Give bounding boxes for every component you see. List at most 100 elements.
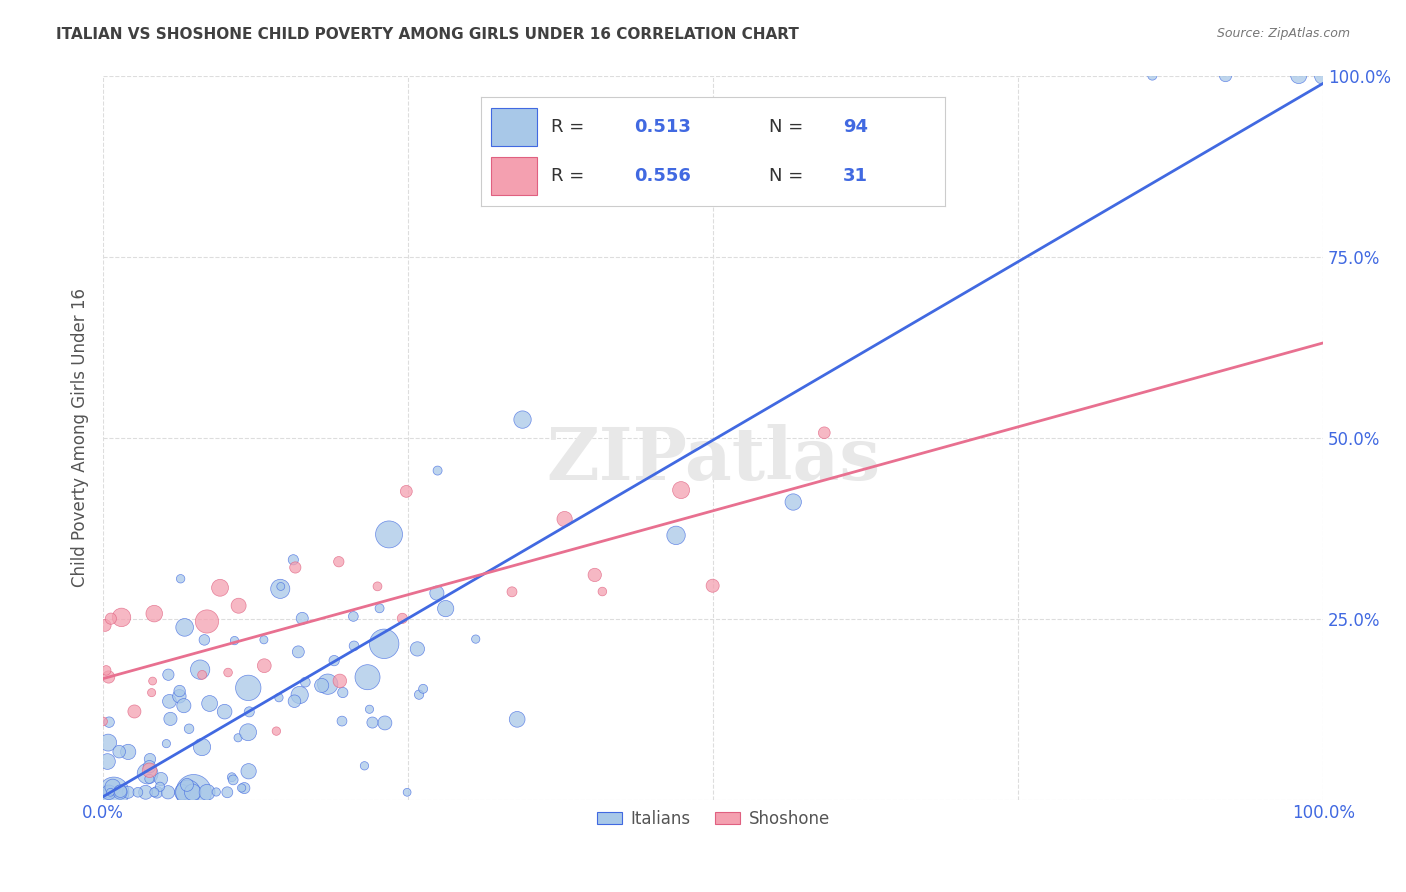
Point	[195, 615, 218, 629]
Y-axis label: Child Poverty Among Girls Under 16: Child Poverty Among Girls Under 16	[72, 288, 89, 587]
Point	[97, 785, 120, 799]
Point	[159, 694, 181, 708]
Point	[283, 553, 305, 567]
Point	[506, 712, 529, 726]
Point	[177, 785, 200, 799]
Point	[231, 780, 253, 795]
Point	[221, 770, 243, 784]
Point	[96, 755, 118, 769]
Point	[217, 785, 239, 799]
Point	[97, 670, 120, 684]
Point	[291, 611, 314, 625]
Point	[159, 712, 181, 726]
Point	[464, 632, 486, 646]
Point	[359, 702, 381, 716]
Point	[374, 715, 396, 730]
Text: ITALIAN VS SHOSHONE CHILD POVERTY AMONG GIRLS UNDER 16 CORRELATION CHART: ITALIAN VS SHOSHONE CHILD POVERTY AMONG …	[56, 27, 799, 42]
Point	[342, 609, 364, 624]
Point	[330, 714, 353, 728]
Point	[143, 607, 166, 621]
Legend: Italians, Shoshone: Italians, Shoshone	[591, 804, 837, 835]
Point	[195, 785, 218, 799]
Point	[287, 645, 309, 659]
Point	[173, 698, 195, 713]
Point	[554, 512, 576, 526]
Point	[406, 641, 429, 656]
Point	[329, 673, 352, 688]
Point	[366, 579, 388, 593]
Point	[782, 495, 804, 509]
Point	[110, 784, 132, 798]
Point	[284, 560, 307, 574]
Point	[181, 785, 204, 799]
Point	[217, 665, 239, 680]
Point	[669, 483, 692, 497]
Point	[198, 697, 221, 711]
Text: Source: ZipAtlas.com: Source: ZipAtlas.com	[1216, 27, 1350, 40]
Point	[173, 620, 195, 634]
Point	[214, 705, 236, 719]
Point	[408, 688, 430, 702]
Point	[169, 690, 191, 704]
Point	[176, 778, 198, 792]
Point	[138, 764, 160, 778]
Point	[396, 785, 419, 799]
Point	[103, 785, 125, 799]
Point	[135, 785, 157, 799]
Point	[142, 674, 165, 689]
Point	[361, 715, 384, 730]
Point	[356, 670, 378, 684]
Point	[155, 737, 177, 751]
Point	[266, 724, 288, 739]
Point	[332, 685, 354, 699]
Point	[117, 745, 139, 759]
Point	[270, 579, 292, 593]
Point	[98, 715, 121, 730]
Point	[288, 688, 311, 702]
Point	[100, 612, 122, 626]
Point	[149, 780, 172, 794]
Point	[391, 611, 413, 625]
Point	[156, 785, 179, 799]
Point	[1288, 69, 1310, 83]
Point	[150, 772, 173, 786]
Point	[143, 785, 166, 799]
Point	[412, 681, 434, 696]
Point	[269, 582, 291, 596]
Point	[1312, 69, 1334, 83]
Point	[328, 555, 350, 569]
Point	[501, 584, 523, 599]
Point	[191, 668, 214, 682]
Point	[100, 785, 122, 799]
Point	[127, 785, 149, 799]
Point	[253, 632, 276, 647]
Point	[141, 685, 163, 699]
Point	[512, 412, 534, 426]
Point	[169, 684, 191, 698]
Point	[1142, 69, 1164, 83]
Point	[205, 785, 228, 799]
Point	[136, 766, 159, 780]
Point	[177, 722, 200, 736]
Point	[311, 678, 333, 692]
Point	[283, 694, 305, 708]
Text: ZIPatlas: ZIPatlas	[546, 424, 880, 495]
Point	[96, 664, 118, 678]
Point	[226, 731, 249, 745]
Point	[236, 725, 259, 739]
Point	[191, 739, 214, 754]
Point	[209, 581, 232, 595]
Point	[233, 780, 256, 795]
Point	[665, 528, 688, 542]
Point	[146, 785, 169, 799]
Point	[813, 425, 835, 440]
Point	[110, 610, 132, 624]
Point	[426, 586, 449, 600]
Point	[138, 772, 160, 786]
Point	[188, 663, 211, 677]
Point	[316, 677, 339, 691]
Point	[373, 637, 395, 651]
Point	[343, 639, 366, 653]
Point	[228, 599, 250, 613]
Point	[94, 618, 117, 632]
